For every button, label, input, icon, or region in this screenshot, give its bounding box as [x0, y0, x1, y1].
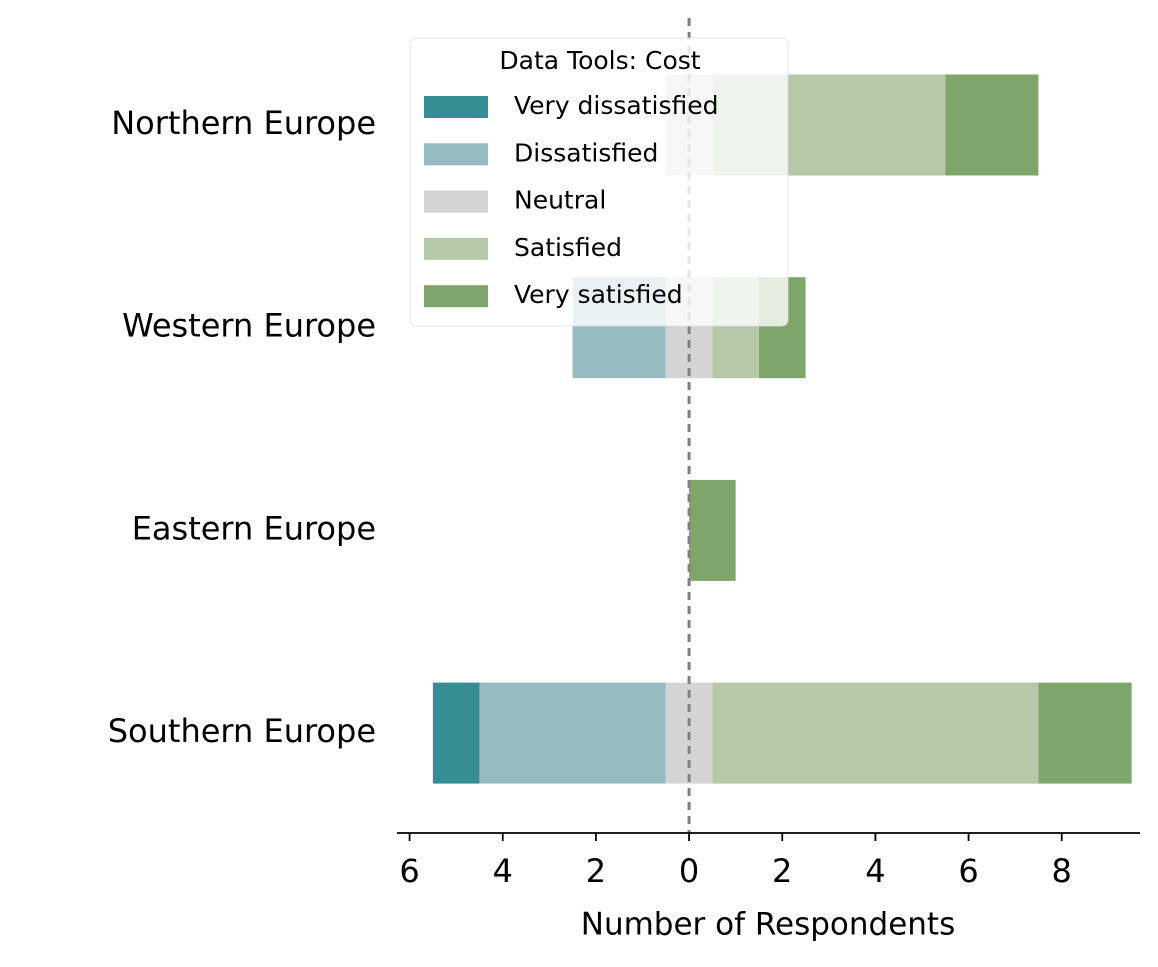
- bar-segment: [712, 682, 1039, 784]
- legend: Data Tools: Cost Very dissatisfied Dissati…: [409, 37, 789, 327]
- legend-swatch: [424, 237, 488, 260]
- bar-segment: [432, 682, 480, 784]
- x-tick-label: 6: [399, 852, 419, 890]
- bar-segment: [1038, 682, 1132, 784]
- x-tick-label: 4: [865, 852, 885, 890]
- x-axis-label: Number of Respondents: [581, 907, 955, 943]
- x-tick-label: 0: [679, 852, 699, 890]
- y-tick-label: Northern Europe: [111, 104, 376, 142]
- legend-swatch: [424, 143, 488, 166]
- legend-frame: [409, 37, 789, 327]
- legend-swatch: [424, 285, 488, 308]
- legend-label: Dissatisfied: [514, 138, 658, 167]
- legend-title: Data Tools: Cost: [499, 46, 700, 75]
- legend-label: Satisfied: [514, 233, 622, 262]
- x-tick-label: 4: [493, 852, 513, 890]
- bar-segment: [479, 682, 666, 784]
- legend-label: Very satisfied: [514, 280, 683, 309]
- x-tick-label: 6: [958, 852, 978, 890]
- y-tick-label: Eastern Europe: [132, 509, 376, 547]
- x-tick-label: 2: [772, 852, 792, 890]
- bar-segment: [945, 74, 1039, 176]
- legend-swatch: [424, 96, 488, 118]
- y-tick-label: Southern Europe: [108, 712, 376, 750]
- x-tick-label: 2: [586, 852, 606, 890]
- x-tick-label: 8: [1052, 852, 1072, 890]
- legend-label: Very dissatisfied: [514, 91, 719, 120]
- legend-swatch: [424, 190, 488, 213]
- y-tick-label: Western Europe: [122, 307, 376, 345]
- legend-label: Neutral: [514, 186, 606, 215]
- bar-segment: [689, 479, 736, 581]
